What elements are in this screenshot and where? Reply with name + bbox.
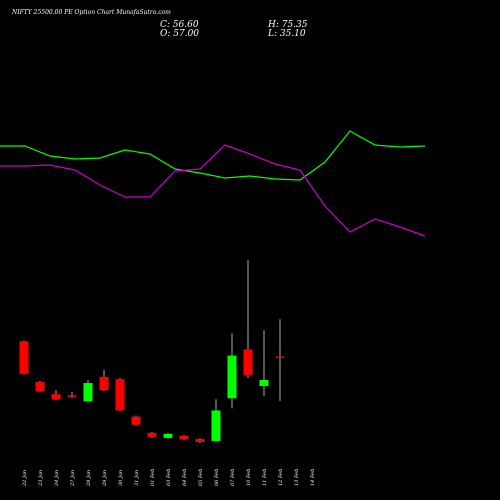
candle-body bbox=[83, 383, 93, 402]
candle-body bbox=[195, 438, 205, 442]
x-tick-label: 12 Feb bbox=[278, 469, 284, 486]
x-tick-label: 27 Jan bbox=[70, 470, 76, 487]
x-tick-label: 22 Jan bbox=[22, 470, 28, 487]
x-tick-label: 07 Feb bbox=[230, 469, 236, 486]
x-tick-label: 11 Feb bbox=[262, 469, 268, 486]
candle-body bbox=[115, 378, 125, 411]
candle-body bbox=[147, 432, 157, 437]
x-tick-label: 05 Feb bbox=[198, 469, 204, 486]
indicator-line-magenta bbox=[0, 144, 426, 237]
candle-body bbox=[99, 376, 109, 391]
indicator-lines bbox=[0, 130, 426, 237]
candle-body bbox=[211, 410, 221, 441]
candles bbox=[19, 260, 285, 443]
candle-body bbox=[51, 394, 61, 400]
indicator-line-green bbox=[0, 130, 426, 181]
x-axis-labels: 22 Jan 23 Jan 24 Jan 27 Jan 28 Jan 29 Jan 30 J… bbox=[22, 469, 316, 487]
x-tick-label: 29 Jan bbox=[102, 470, 108, 487]
x-tick-label: 01 Feb bbox=[150, 469, 156, 486]
candle-body bbox=[131, 416, 141, 425]
x-tick-label: 13 Feb bbox=[294, 469, 300, 486]
open-value: O: 57.00 bbox=[160, 29, 200, 39]
x-tick-label: 24 Jan bbox=[54, 470, 60, 487]
x-tick-label: 28 Jan bbox=[86, 470, 92, 487]
chart-title: NIFTY 25500.00 PE Option Chart MunafaSut… bbox=[12, 9, 171, 16]
x-tick-label: 14 Feb bbox=[310, 469, 316, 486]
candle-body bbox=[259, 379, 269, 387]
candle-body bbox=[163, 433, 173, 438]
candle-body bbox=[19, 341, 29, 374]
candle-body bbox=[243, 349, 253, 375]
candle-body bbox=[67, 395, 77, 397]
x-tick-label: 31 Jan bbox=[134, 470, 140, 486]
x-tick-label: 03 Feb bbox=[166, 469, 172, 486]
candle-body bbox=[275, 356, 285, 359]
x-tick-label: 06 Feb bbox=[214, 469, 220, 486]
x-tick-label: 30 Jan bbox=[118, 470, 124, 486]
candle-body bbox=[227, 355, 237, 399]
high-value: H: 75.35 bbox=[268, 20, 308, 30]
low-value: L: 35.10 bbox=[268, 29, 306, 39]
x-tick-label: 10 Feb bbox=[246, 469, 252, 486]
x-tick-label: 23 Jan bbox=[38, 470, 44, 487]
candle-body bbox=[35, 382, 45, 392]
close-value: C: 56.60 bbox=[160, 20, 199, 30]
candle-body bbox=[179, 435, 189, 439]
x-tick-label: 04 Feb bbox=[182, 469, 188, 486]
